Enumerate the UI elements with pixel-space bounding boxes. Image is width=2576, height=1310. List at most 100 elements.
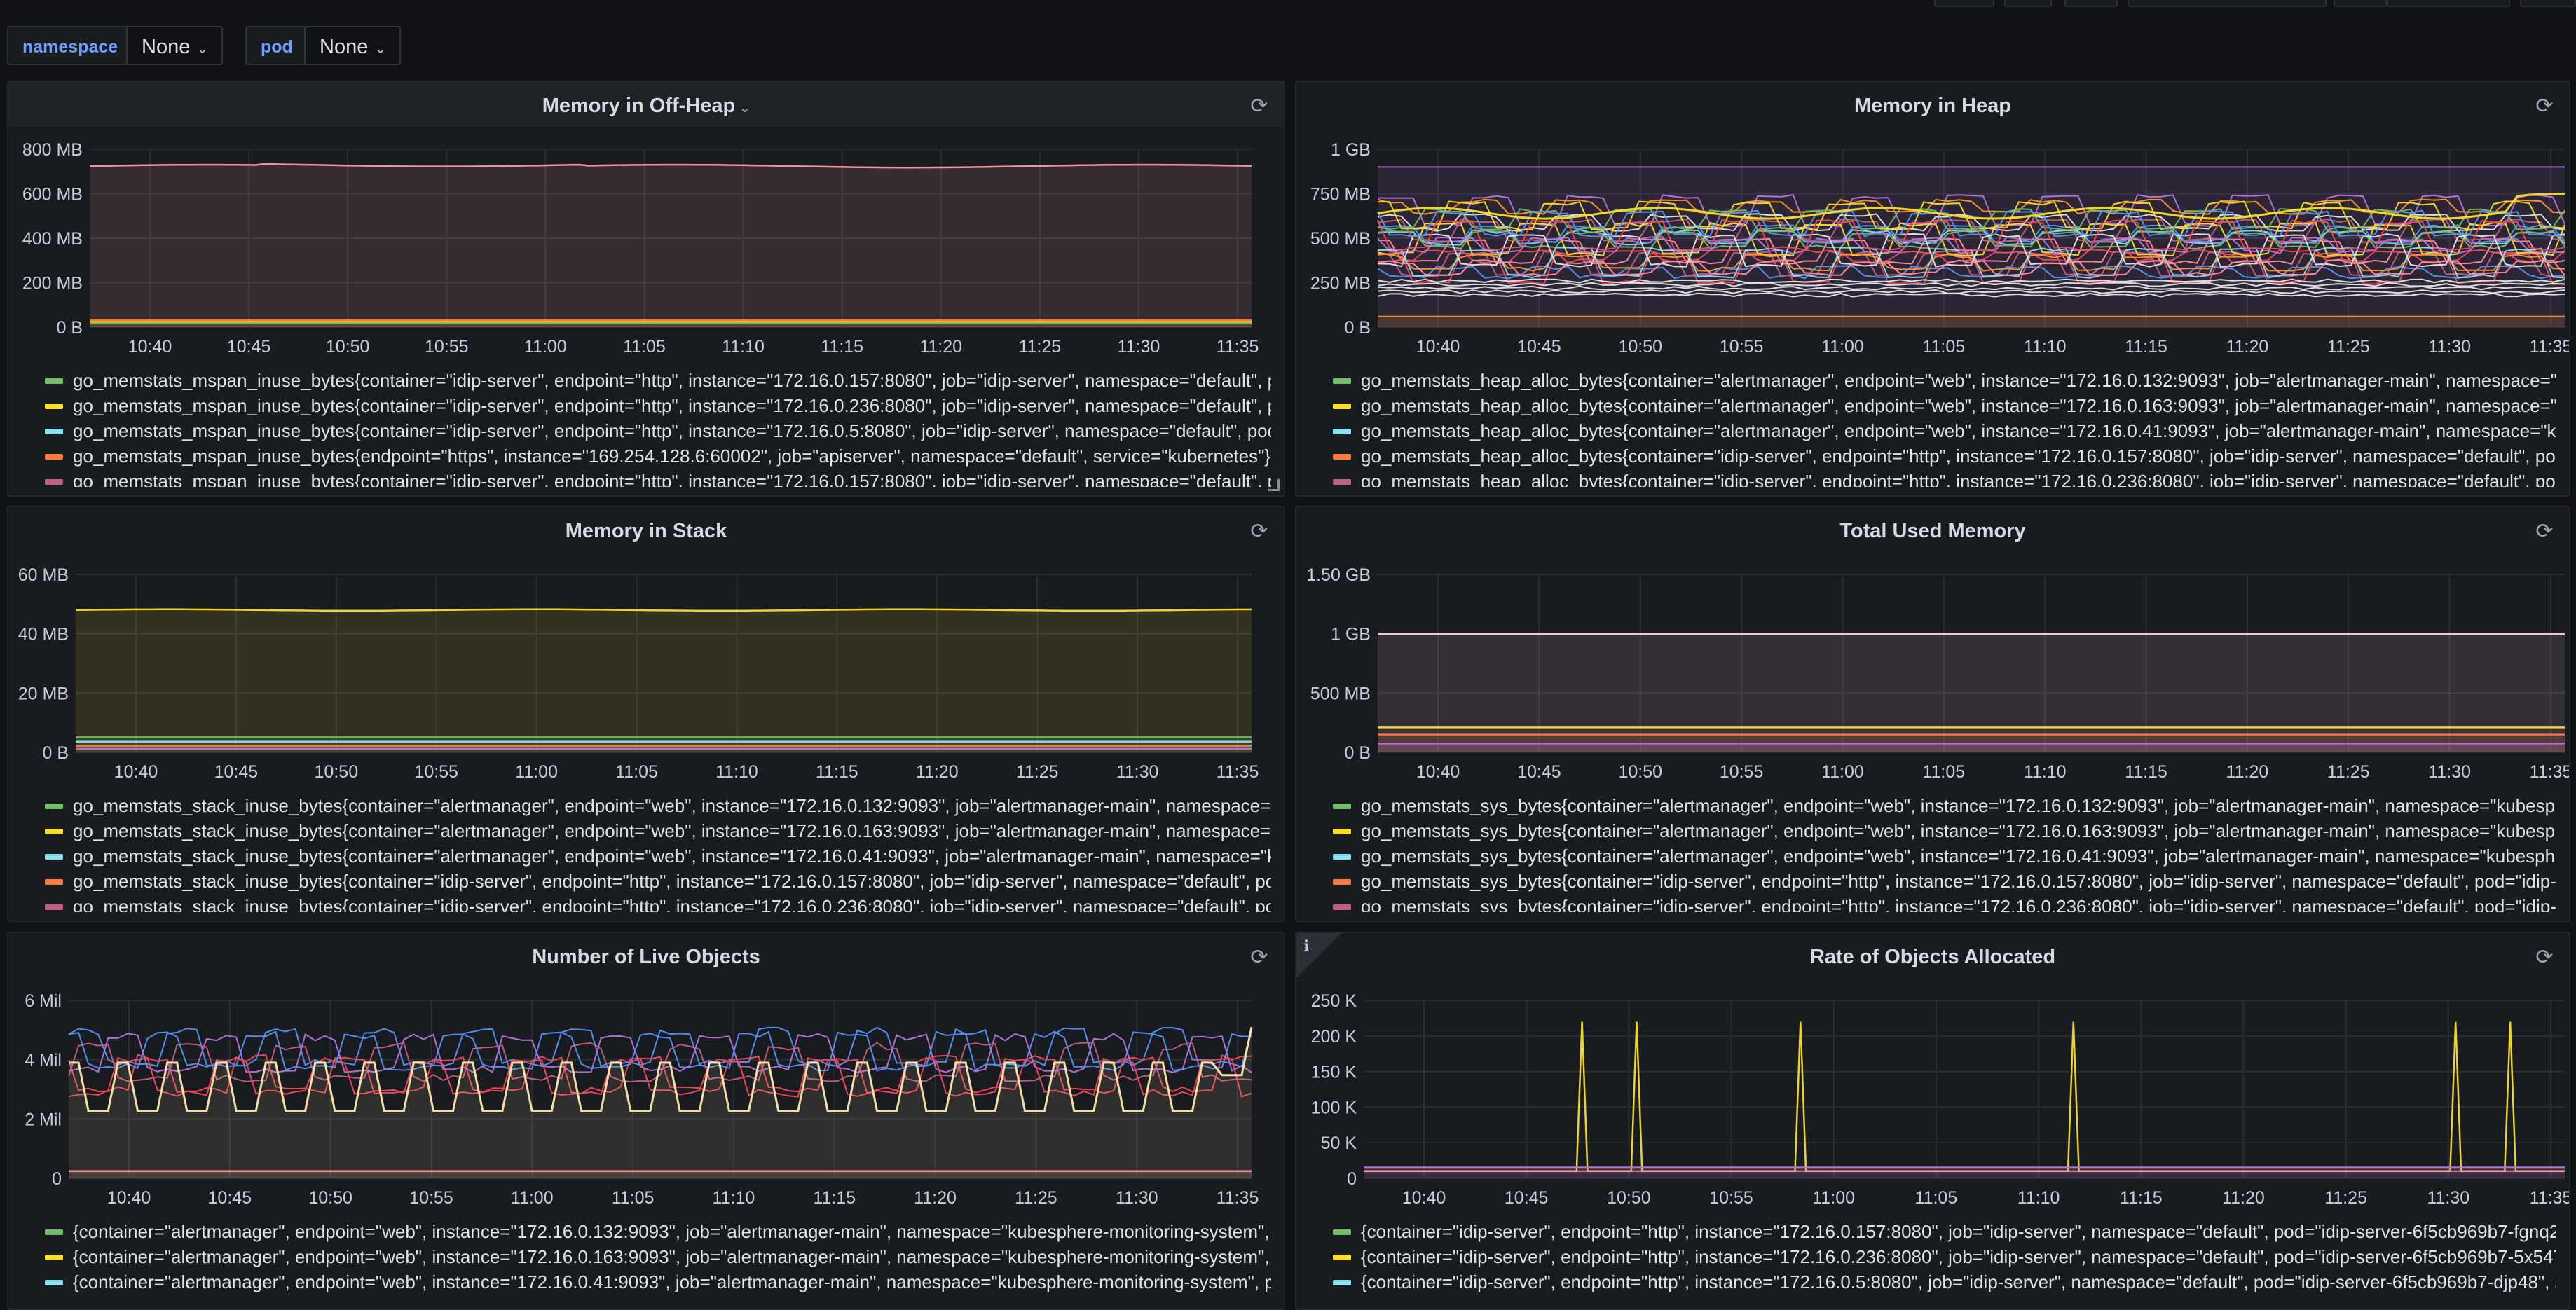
legend-swatch [45,879,63,885]
legend-item[interactable]: go_memstats_stack_inuse_bytes{container=… [34,894,1271,912]
resize-handle[interactable] [1268,479,1280,491]
panel-number-of-live-objects[interactable]: Number of Live Objects ⟳ 6 Mil 4 Mil 2 Mil… [7,932,1285,1310]
x-tick-label: 11:20 [919,337,962,357]
legend-label: go_memstats_stack_inuse_bytes{container=… [73,846,1271,867]
legend-item[interactable]: go_memstats_heap_alloc_bytes{container="… [1322,393,2556,418]
refresh-icon[interactable]: ⟳ [1250,95,1268,118]
legend-swatch [45,1280,63,1285]
legend-item[interactable]: {container="idip-server", endpoint="http… [1322,1219,2556,1244]
legend-item[interactable]: go_memstats_sys_bytes{container="alertma… [1322,843,2556,869]
x-tick-label: 10:45 [1517,337,1561,357]
legend-swatch [1333,804,1351,809]
toolbar-button[interactable] [2064,0,2118,7]
legend: go_memstats_sys_bytes{container="alertma… [1322,793,2556,912]
series-line [1377,198,2565,215]
panel-title[interactable]: Memory in Heap [1854,95,2011,117]
series-area [1378,634,2565,752]
legend-label: go_memstats_stack_inuse_bytes{container=… [73,820,1271,841]
x-tick-label: 10:45 [1505,1188,1549,1208]
series-area [69,1171,1252,1178]
legend-swatch [45,804,63,809]
panel-title[interactable]: Total Used Memory [1839,520,2026,542]
legend-item[interactable]: go_memstats_sys_bytes{container="idip-se… [1322,869,2556,894]
legend-item[interactable]: go_memstats_sys_bytes{container="alertma… [1322,818,2556,843]
x-tick-label: 11:30 [1116,1188,1158,1208]
panel-title[interactable]: Memory in Off-Heap ⌄ [542,95,751,117]
legend-item[interactable]: go_memstats_mspan_inuse_bytes{container=… [34,368,1271,393]
legend-label: go_memstats_mspan_inuse_bytes{endpoint="… [73,446,1271,467]
legend-item[interactable]: go_memstats_stack_inuse_bytes{container=… [34,843,1271,869]
x-tick-label: 11:05 [1922,762,1965,782]
chart-total-used-memory[interactable]: 1.50 GB 1 GB 500 MB 0 B 10:40 10:45 10:50 10:55… [1296,507,2570,922]
legend-item[interactable]: {container="alertmanager", endpoint="web… [34,1269,1271,1295]
series-line [1377,221,2565,257]
legend-label: {container="alertmanager", endpoint="web… [73,1221,1271,1242]
legend-swatch [1333,404,1351,409]
refresh-icon[interactable]: ⟳ [2535,95,2554,118]
legend-item[interactable]: go_memstats_mspan_inuse_bytes{container=… [34,469,1271,487]
legend-swatch [1333,1229,1351,1235]
panel-total-used-memory[interactable]: Total Used Memory ⟳ 1.50 GB 1 GB 500 MB 0 B… [1295,506,2570,922]
legend-item[interactable]: {container="alertmanager", endpoint="web… [34,1219,1271,1244]
panel-memory-off-heap[interactable]: Memory in Off-Heap ⌄ ⟳ 800 MB 600 MB 400 MB… [7,81,1285,497]
time-range-picker[interactable] [2128,0,2327,7]
legend-item[interactable]: go_memstats_mspan_inuse_bytes{container=… [34,393,1271,418]
x-tick-label: 11:10 [722,337,765,357]
legend-item[interactable]: go_memstats_heap_alloc_bytes{container="… [1322,418,2556,443]
panel-title[interactable]: Memory in Stack [565,520,727,542]
legend-item[interactable]: go_memstats_sys_bytes{container="idip-se… [1322,894,2556,912]
legend: go_memstats_stack_inuse_bytes{container=… [34,793,1271,912]
info-icon[interactable]: i [1303,937,1310,956]
series-line [1377,253,2565,272]
pod-select[interactable]: None ⌄ [304,26,402,65]
panel-memory-in-heap[interactable]: Memory in Heap ⟳ 1 GB 750 MB 500 MB 250 MB 0… [1295,81,2570,497]
series-area [76,609,1252,752]
refresh-picker[interactable] [2387,0,2510,7]
chart-rate-of-objects-allocated[interactable]: 250 K 200 K 150 K 100 K 50 K 0 10:40 10:45 10:50… [1296,933,2570,1310]
zoom-out-button[interactable] [2334,0,2387,7]
x-tick-label: 11:25 [1018,337,1061,357]
y-tick-label: 800 MB [22,140,83,160]
x-tick-label: 10:55 [1720,762,1764,782]
view-mode-button[interactable] [2520,0,2576,7]
y-tick-label: 0 B [1344,318,1371,338]
legend-item[interactable]: go_memstats_mspan_inuse_bytes{container=… [34,418,1271,443]
refresh-icon[interactable]: ⟳ [1250,946,1268,969]
refresh-icon[interactable]: ⟳ [1250,520,1268,543]
legend-item[interactable]: go_memstats_heap_alloc_bytes{container="… [1322,469,2556,487]
panel-rate-of-objects-allocated[interactable]: i Rate of Objects Allocated ⟳ 250 K 200 K… [1295,932,2570,1310]
chart-memory-in-heap[interactable]: 1 GB 750 MB 500 MB 250 MB 0 B 10:40 10:45 10:50… [1296,82,2570,497]
series-area [76,737,1252,752]
legend-item[interactable]: go_memstats_stack_inuse_bytes{container=… [34,793,1271,818]
panel-title[interactable]: Number of Live Objects [532,946,760,968]
legend-item[interactable]: go_memstats_stack_inuse_bytes{container=… [34,818,1271,843]
panel-memory-in-stack[interactable]: Memory in Stack ⟳ 60 MB 40 MB 20 MB 0 B 10:4… [7,506,1285,922]
chart-memory-off-heap[interactable]: 800 MB 600 MB 400 MB 200 MB 0 B 10:40 10:45 10:… [8,82,1285,497]
x-tick-label: 11:00 [515,762,558,782]
legend-item[interactable]: {container="idip-server", endpoint="http… [1322,1269,2556,1295]
x-tick-label: 11:15 [821,337,863,357]
refresh-icon[interactable]: ⟳ [2535,946,2554,969]
toolbar-button[interactable] [2004,0,2052,7]
series-line [1377,209,2565,237]
x-tick-label: 11:00 [1821,337,1864,357]
toolbar-button[interactable] [1934,0,1994,7]
chart-number-of-live-objects[interactable]: 6 Mil 4 Mil 2 Mil 0 10:40 10:45 10:50 10:55 11:0… [8,933,1285,1310]
namespace-select[interactable]: None ⌄ [126,26,224,65]
legend-item[interactable]: go_memstats_heap_alloc_bytes{container="… [1322,368,2556,393]
x-tick-label: 11:25 [2327,762,2370,782]
series-line [89,163,1252,169]
panel-title[interactable]: Rate of Objects Allocated [1809,946,2056,968]
x-tick-label: 11:05 [615,762,658,782]
legend-item[interactable]: go_memstats_mspan_inuse_bytes{endpoint="… [34,443,1271,469]
series-line [68,1033,1252,1074]
legend-item[interactable]: {container="idip-server", endpoint="http… [1322,1244,2556,1269]
pod-select-value: None [320,36,369,58]
refresh-icon[interactable]: ⟳ [2535,520,2554,543]
legend-item[interactable]: {container="alertmanager", endpoint="web… [34,1244,1271,1269]
legend-item[interactable]: go_memstats_heap_alloc_bytes{container="… [1322,443,2556,469]
legend-item[interactable]: go_memstats_stack_inuse_bytes{container=… [34,869,1271,894]
chart-memory-in-stack[interactable]: 60 MB 40 MB 20 MB 0 B 10:40 10:45 10:50 10:55 11… [8,507,1285,922]
legend-item[interactable]: go_memstats_sys_bytes{container="alertma… [1322,793,2556,818]
legend-label: go_memstats_heap_alloc_bytes{container="… [1361,370,2556,391]
